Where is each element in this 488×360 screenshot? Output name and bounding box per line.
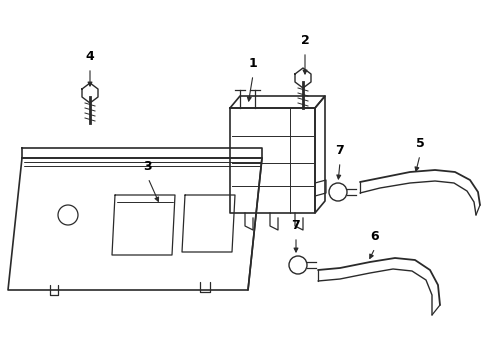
Text: 3: 3 (143, 160, 152, 173)
Text: 7: 7 (291, 219, 300, 232)
Text: 5: 5 (415, 137, 424, 150)
Text: 6: 6 (370, 230, 379, 243)
Text: 2: 2 (300, 34, 309, 47)
Text: 1: 1 (248, 57, 257, 70)
Text: 7: 7 (335, 144, 344, 157)
Text: 4: 4 (85, 50, 94, 63)
